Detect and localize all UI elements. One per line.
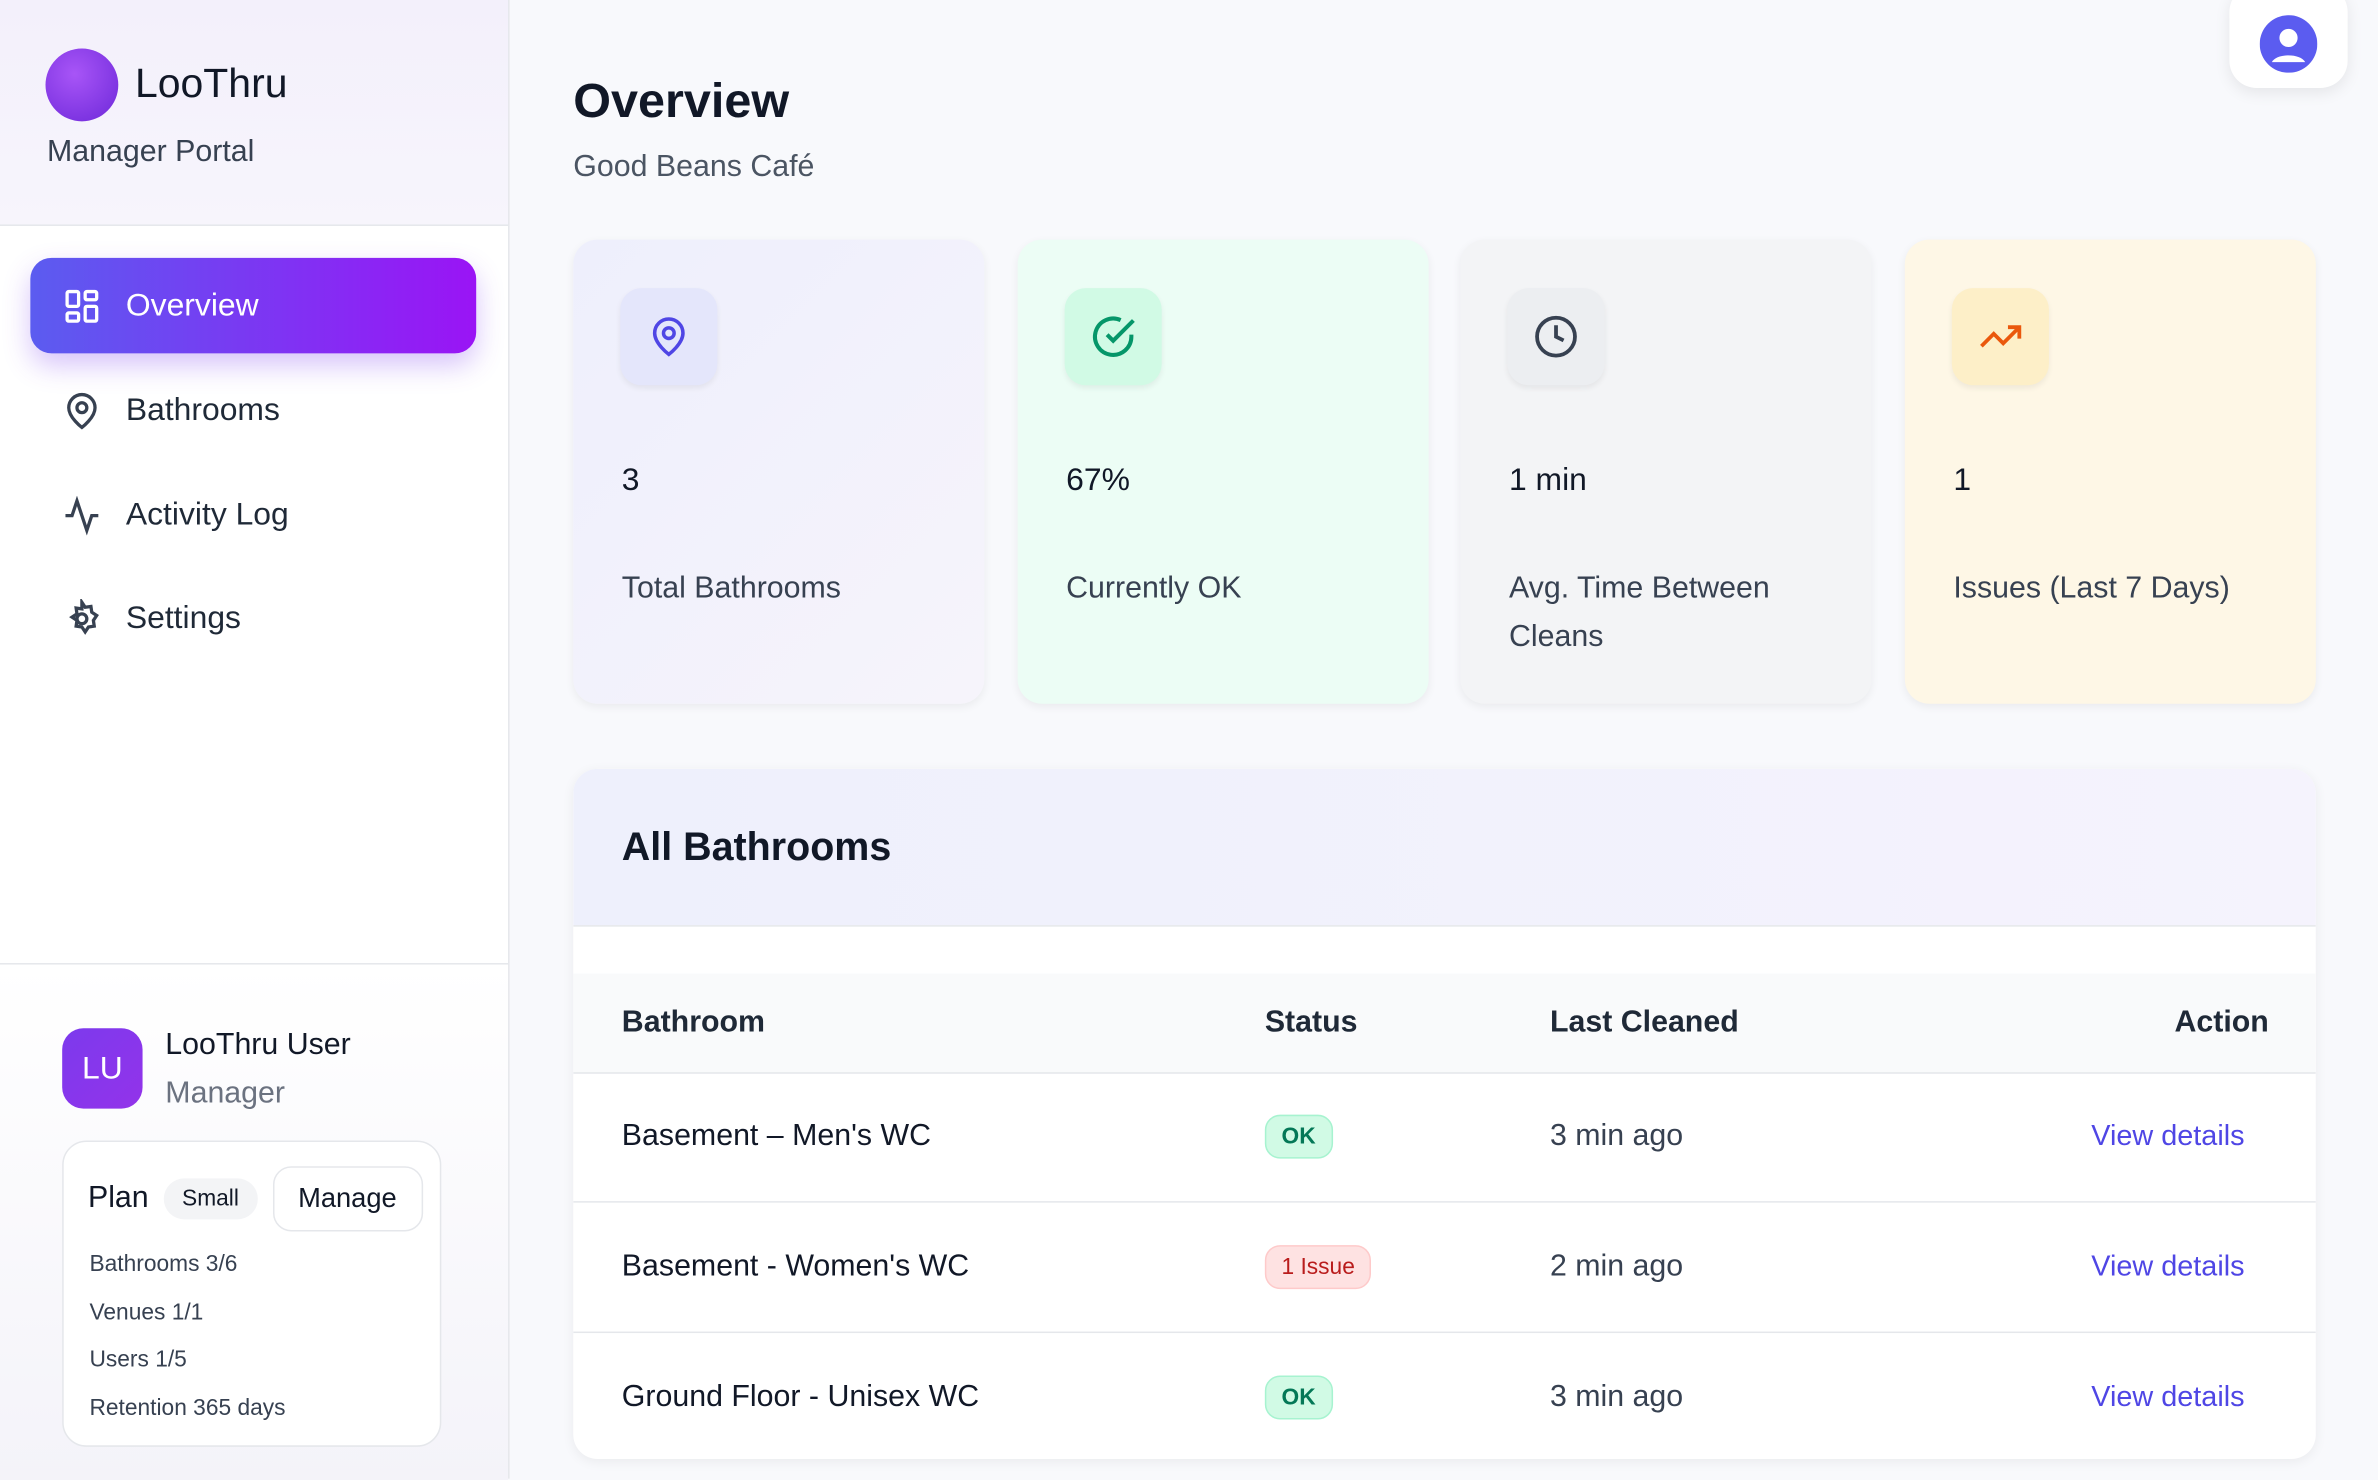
- profile-button[interactable]: [2229, 0, 2348, 88]
- table-row: Basement - Women's WC 1 Issue 2 min ago …: [573, 1203, 2316, 1334]
- nav-item[interactable]: Bathrooms: [30, 362, 476, 458]
- table-row: Ground Floor - Unisex WC OK 3 min ago Vi…: [573, 1333, 2316, 1459]
- stat-label: Issues (Last 7 Days): [1953, 571, 2230, 606]
- bathroom-name: Basement – Men's WC: [621, 1119, 932, 1153]
- table-head-row: Bathroom Status Last Cleaned Action: [573, 973, 2316, 1074]
- view-details-link[interactable]: View details: [2091, 1119, 2245, 1152]
- last-cleaned: 3 min ago: [1549, 1380, 1684, 1414]
- stat-value: 67%: [1066, 462, 1130, 498]
- column-header: Last Cleaned: [1549, 1005, 1739, 1039]
- nav-item[interactable]: Activity Log: [30, 467, 476, 563]
- status-badge: OK: [1264, 1114, 1333, 1159]
- stat-value: 1 min: [1508, 462, 1587, 498]
- stat-card: 3 Total Bathrooms: [573, 239, 985, 704]
- nav-label: Overview: [125, 287, 259, 323]
- plan-limit: Bathrooms 3/6: [89, 1251, 238, 1277]
- plan-label: Plan: [87, 1181, 149, 1215]
- bathroom-name: Ground Floor - Unisex WC: [621, 1380, 980, 1414]
- stat-card: 1 Issues (Last 7 Days): [1904, 239, 2316, 704]
- brand: LooThru: [134, 60, 288, 107]
- plan-box: Plan Small Manage Bathrooms 3/6 Venues 1…: [62, 1140, 442, 1447]
- stat-label: Total Bathrooms: [621, 571, 841, 606]
- table-title: All Bathrooms: [621, 823, 892, 870]
- column-header: Status: [1264, 1005, 1358, 1039]
- user-avatar: LU: [62, 1028, 143, 1109]
- venue-name: Good Beans Café: [573, 150, 815, 184]
- status-badge: 1 Issue: [1264, 1245, 1372, 1290]
- logo: [45, 48, 119, 122]
- last-cleaned: 2 min ago: [1549, 1249, 1684, 1284]
- stat-card: 67% Currently OK: [1017, 239, 1429, 704]
- stat-label: Currently OK: [1066, 571, 1242, 606]
- nav-item[interactable]: Overview: [30, 257, 477, 354]
- user-role: Manager: [165, 1076, 286, 1111]
- view-details-link[interactable]: View details: [2091, 1250, 2245, 1283]
- plan-limit: Users 1/5: [89, 1346, 187, 1373]
- stat-label: Avg. Time Between Cleans: [1508, 571, 1770, 654]
- nav-label: Activity Log: [125, 496, 289, 532]
- user-name: LooThru User: [165, 1028, 351, 1062]
- plan-limit: Venues 1/1: [89, 1299, 204, 1326]
- status-badge: OK: [1264, 1375, 1333, 1420]
- nav-item[interactable]: Settings: [30, 570, 476, 666]
- view-details-link[interactable]: View details: [2091, 1380, 2245, 1413]
- manage-button[interactable]: Manage: [272, 1166, 423, 1232]
- table-row: Basement – Men's WC OK 3 min ago View de…: [573, 1072, 2316, 1203]
- last-cleaned: 3 min ago: [1549, 1119, 1684, 1153]
- sidebar-header: LooThru Manager Portal: [0, 0, 509, 226]
- nav-label: Bathrooms: [125, 392, 280, 427]
- plan-tier: Small: [163, 1178, 258, 1220]
- portal-subtitle: Manager Portal: [47, 134, 255, 169]
- stat-value: 1: [1953, 462, 1972, 498]
- column-header: Action: [2174, 1005, 2269, 1039]
- page-title: Overview: [573, 72, 790, 128]
- plan-limit: Retention 365 days: [89, 1395, 286, 1422]
- bathrooms-table: All Bathrooms Bathroom Status Last Clean…: [573, 768, 2316, 1459]
- stat-card: 1 min Avg. Time Between Cleans: [1460, 239, 1872, 704]
- stat-value: 3: [621, 462, 640, 498]
- table-header: All Bathrooms: [573, 768, 2316, 927]
- nav-label: Settings: [125, 599, 241, 635]
- bathroom-name: Basement - Women's WC: [621, 1249, 970, 1284]
- column-header: Bathroom: [621, 1005, 766, 1039]
